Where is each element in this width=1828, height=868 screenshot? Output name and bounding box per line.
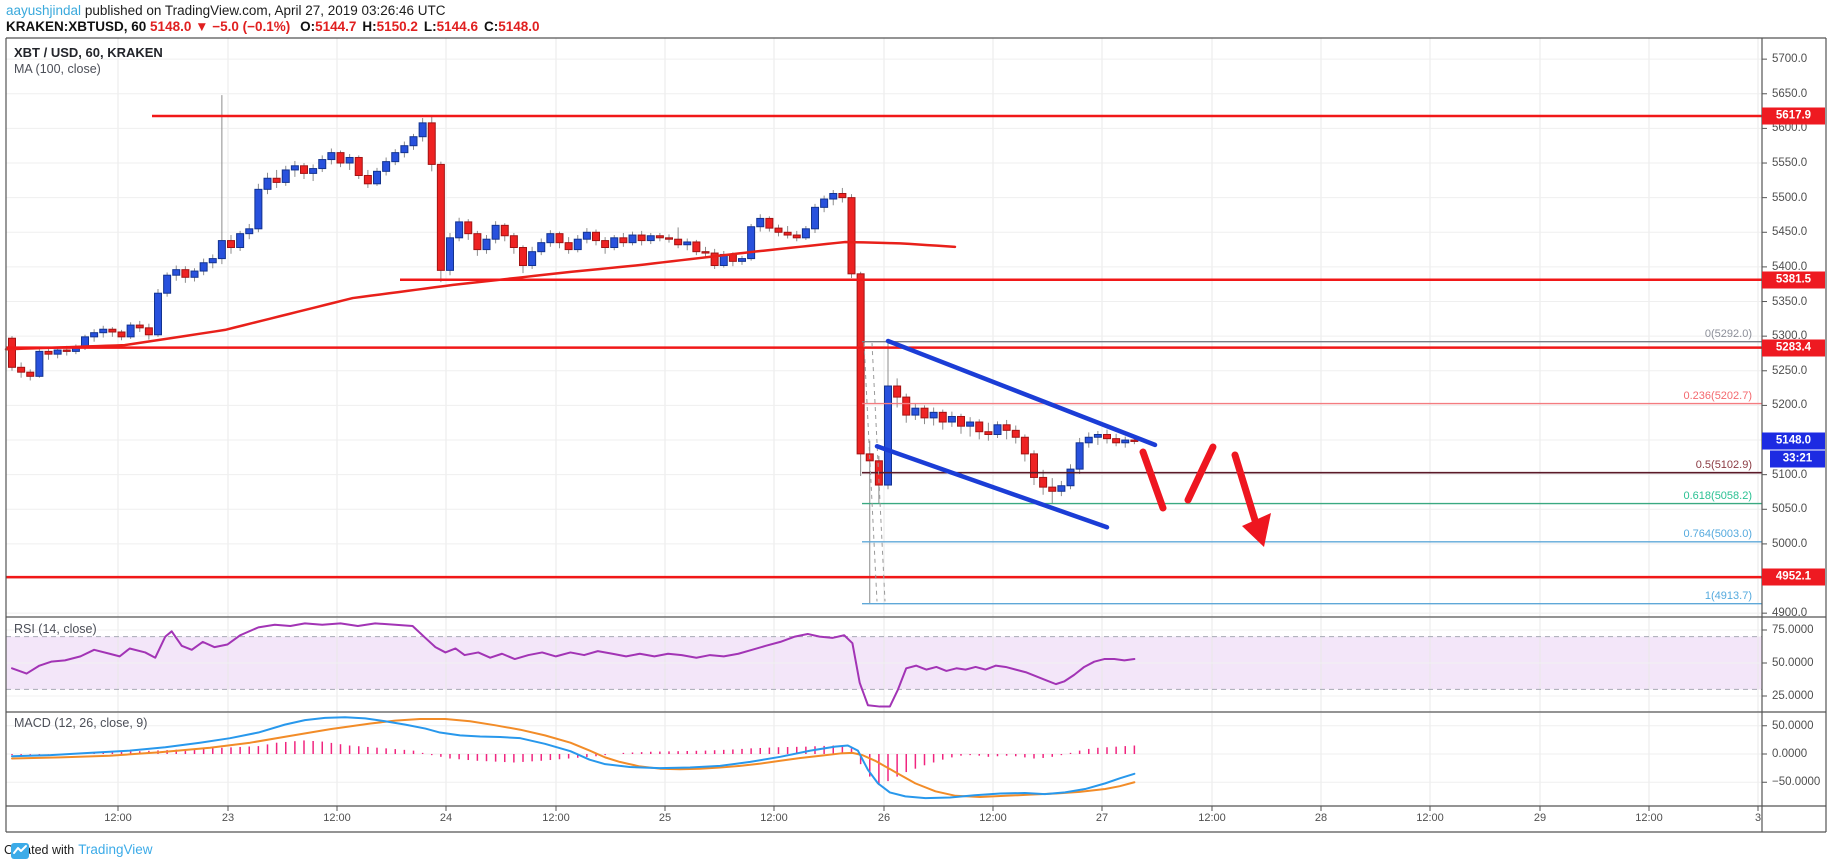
drawn-arrow (1231, 451, 1262, 534)
arrow-head (1242, 513, 1271, 547)
ohlc-label: H: (362, 19, 377, 34)
time-tick-label: 12:00 (323, 812, 351, 824)
macd-line (11, 716, 1136, 800)
fib-level-label: 0.5(5102.9) (1695, 458, 1752, 471)
ohlc-value: 5148.0 (498, 19, 540, 34)
chart-title-legend[interactable]: XBT / USD, 60, KRAKEN (14, 45, 163, 60)
price-tick-label: 5450.0 (1772, 226, 1808, 239)
price-tick-label: 5600.0 (1772, 122, 1808, 135)
time-tick-label: 24 (439, 812, 453, 824)
macd-tick-label: −50.0000 (1772, 776, 1821, 789)
rsi-tick-label: 50.0000 (1772, 657, 1814, 669)
price-tick-label: 5650.0 (1772, 87, 1808, 100)
macd-tick-label: 0.0000 (1772, 748, 1808, 760)
ohlc-value: 5144.6 (436, 19, 478, 34)
rsi-pane-label[interactable]: RSI (14, close) (14, 622, 97, 636)
macd-signal-line (11, 717, 1136, 798)
ohlc-value: 5144.7 (315, 19, 357, 34)
ohlc-label: C: (483, 19, 499, 34)
time-tick-label: 12:00 (1635, 812, 1663, 824)
time-tick-label: 29 (1533, 812, 1547, 824)
ohlc-label: L: (423, 19, 437, 34)
price-tick-label: 5500.0 (1772, 191, 1808, 204)
trend-channel-line (874, 444, 1110, 530)
ma-indicator-legend[interactable]: MA (100, close) (14, 62, 101, 76)
price-tick-label: 5350.0 (1772, 295, 1808, 308)
ohlc-values: O:5144.7 H:5150.2 L:5144.6 C:5148.0 (294, 19, 539, 34)
ohlc-label: O: (300, 19, 316, 34)
rsi-tick-label: 75.0000 (1772, 624, 1814, 636)
price-badge: 5283.4 (1762, 339, 1825, 357)
price-badge: 5617.9 (1762, 107, 1825, 125)
time-tick-label: 23 (221, 812, 235, 824)
tradingview-brand-link[interactable]: TradingView (78, 842, 153, 857)
trend-channel-line (885, 338, 1158, 448)
price-tick-label: 4900.0 (1772, 607, 1808, 620)
time-tick-label: 12:00 (760, 812, 788, 824)
symbol-name[interactable]: KRAKEN:XBTUSD, 60 (6, 19, 147, 34)
price-tick-label: 5550.0 (1772, 157, 1808, 170)
time-tick-label: 12:00 (1416, 812, 1444, 824)
fib-guide-dashed (871, 343, 886, 602)
publish-text: published on TradingView.com, April 27, … (81, 3, 446, 18)
price-badge: 5148.0 (1762, 432, 1825, 450)
time-tick-label: 27 (1095, 812, 1109, 824)
down-arrow-icon: ▼ (195, 19, 209, 34)
fib-level-label: 0.618(5058.2) (1683, 489, 1753, 502)
rsi-line (11, 622, 1136, 708)
macd-tick-label: 50.0000 (1772, 719, 1814, 732)
ohlc-value: 5150.2 (376, 19, 418, 34)
symbol-status-line: KRAKEN:XBTUSD, 60 5148.0 ▼ −5.0 (−0.1%) … (6, 19, 540, 34)
publish-info: aayushjindal published on TradingView.co… (6, 3, 446, 18)
fib-level-label: 0.236(5202.7) (1683, 389, 1753, 402)
price-badge: 4952.1 (1762, 568, 1825, 586)
footer-attribution: Created with TradingView (4, 842, 153, 860)
time-tick-label: 12:00 (542, 812, 570, 824)
fib-level-label: 0(5292.0) (1704, 327, 1752, 340)
rsi-tick-label: 25.0000 (1772, 690, 1814, 702)
time-tick-label: 28 (1314, 812, 1328, 824)
price-tick-label: 5000.0 (1772, 537, 1808, 550)
candlestick-series (8, 95, 1139, 604)
bar-countdown-badge: 33:21 (1770, 450, 1825, 468)
time-tick-label: 3 (1754, 812, 1762, 824)
time-tick-label: 12:00 (1198, 812, 1226, 824)
fib-level-label: 1(4913.7) (1704, 589, 1752, 602)
drawn-arrow (1139, 448, 1167, 512)
price-change: −5.0 (−0.1%) (212, 19, 291, 34)
price-badge: 5381.5 (1762, 271, 1825, 289)
fib-level-label: 0.764(5003.0) (1683, 527, 1753, 540)
time-tick-label: 12:00 (979, 812, 1007, 824)
price-tick-label: 5050.0 (1772, 503, 1808, 516)
tradingview-logo-icon[interactable] (11, 842, 29, 860)
price-tick-label: 5100.0 (1772, 468, 1808, 481)
time-tick-label: 25 (658, 812, 672, 824)
time-tick-label: 12:00 (104, 812, 132, 824)
price-tick-label: 5200.0 (1772, 399, 1808, 412)
macd-pane-label[interactable]: MACD (12, 26, close, 9) (14, 716, 148, 730)
fib-guide-dashed (863, 343, 878, 602)
price-tick-label: 5700.0 (1772, 53, 1808, 66)
ma-line (4, 240, 957, 351)
time-tick-label: 26 (877, 812, 891, 824)
drawn-arrow (1184, 443, 1217, 504)
price-tick-label: 5400.0 (1772, 260, 1808, 273)
last-price: 5148.0 (150, 19, 192, 34)
author-link[interactable]: aayushjindal (6, 3, 82, 18)
price-tick-label: 5250.0 (1772, 364, 1808, 377)
